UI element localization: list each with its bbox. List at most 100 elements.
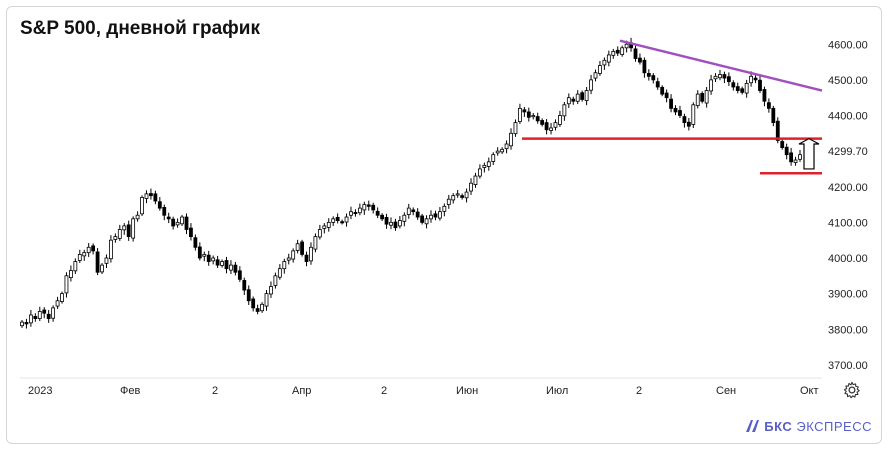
candle-body (33, 316, 38, 319)
candle-body (126, 224, 131, 238)
candle-body (353, 211, 358, 214)
candle-body (349, 211, 353, 216)
candle-body (144, 193, 149, 199)
candle-body (282, 261, 287, 270)
candle-body (753, 77, 758, 81)
x-tick-label: 2023 (28, 385, 52, 397)
bks-logo-icon (746, 420, 760, 432)
candle-body (433, 213, 438, 218)
candle-body (655, 81, 660, 88)
candle-body (495, 150, 500, 154)
candle-body (55, 300, 60, 307)
candle-body (344, 216, 349, 223)
candle-body (500, 148, 505, 153)
candle-body (149, 193, 153, 197)
candle-body (313, 236, 318, 250)
candle-body (446, 198, 451, 205)
y-tick-label: 4400.00 (828, 111, 868, 123)
candle-body (273, 275, 278, 286)
candle-body (789, 152, 794, 163)
candle-body (237, 270, 242, 280)
candle-body (686, 121, 691, 127)
y-tick-label: 4500.00 (828, 75, 868, 87)
candle-body (215, 259, 220, 266)
candle-body (362, 204, 367, 211)
y-tick-label: 4200.00 (828, 182, 868, 194)
x-tick-label: Окт (800, 385, 819, 397)
candle-body (589, 79, 593, 91)
candle-body (24, 322, 29, 325)
candle-body (366, 204, 371, 207)
candle-body (513, 122, 518, 135)
candle-body (455, 193, 460, 196)
candle-body (224, 260, 229, 270)
candle-body (28, 314, 33, 324)
y-tick-label: 4600.00 (828, 39, 868, 51)
candle-body (304, 254, 309, 262)
candle-body (166, 216, 171, 220)
candle-body (691, 104, 696, 125)
x-tick-label: 2 (381, 385, 387, 397)
candle-body (406, 207, 411, 215)
candle-body (357, 207, 362, 214)
candle-body (326, 221, 331, 228)
candle-body (633, 48, 638, 59)
candle-body (744, 83, 749, 94)
candle-body (269, 286, 273, 295)
chart-panel (6, 6, 882, 444)
candle-body (469, 182, 473, 192)
candle-body (798, 154, 802, 160)
candle-body (673, 107, 678, 113)
candle-body (157, 201, 162, 209)
candle-body (460, 195, 465, 198)
candle-body (384, 216, 389, 225)
gear-icon[interactable] (843, 381, 861, 399)
candle-body (277, 268, 282, 278)
candle-body (251, 298, 256, 309)
candle-body (660, 86, 665, 95)
candle-body (389, 221, 393, 226)
candle-body (393, 221, 398, 229)
candle-body (180, 216, 184, 225)
resistance-line (619, 39, 823, 92)
candle-body (646, 73, 651, 77)
candle-body (518, 107, 522, 122)
candle-body (566, 97, 571, 105)
candle-body (193, 237, 198, 248)
candle-body (593, 72, 598, 79)
y-tick-label: 3700.00 (828, 360, 868, 372)
candle-body (611, 50, 616, 56)
candle-body (42, 309, 47, 314)
candle-body (598, 65, 602, 74)
candle-body (749, 75, 753, 84)
candle-body (197, 246, 202, 259)
candle-body (638, 57, 642, 63)
candle-body (575, 93, 580, 102)
candle-body (522, 109, 527, 113)
x-tick-label: 2 (212, 385, 218, 397)
candle-body (184, 216, 189, 230)
candle-body (562, 104, 567, 117)
x-tick-label: 2 (636, 385, 642, 397)
candle-body (535, 116, 540, 122)
candle-body (486, 161, 491, 167)
candle-body (69, 270, 73, 278)
candle-body (695, 93, 700, 106)
candle-body (762, 89, 767, 102)
candle-body (731, 82, 736, 88)
candle-body (229, 264, 233, 271)
candle-body (286, 257, 291, 261)
candle-body (620, 47, 625, 55)
candle-body (735, 86, 740, 91)
candle-body (51, 307, 56, 319)
candle-body (291, 250, 296, 260)
candle-body (758, 79, 762, 91)
candle-body (718, 74, 722, 79)
candle-body (651, 75, 656, 81)
candle-body (558, 115, 562, 125)
candle-body (704, 90, 709, 104)
candle-body (722, 74, 727, 79)
candle-body (775, 120, 780, 141)
candle-body (713, 75, 718, 80)
